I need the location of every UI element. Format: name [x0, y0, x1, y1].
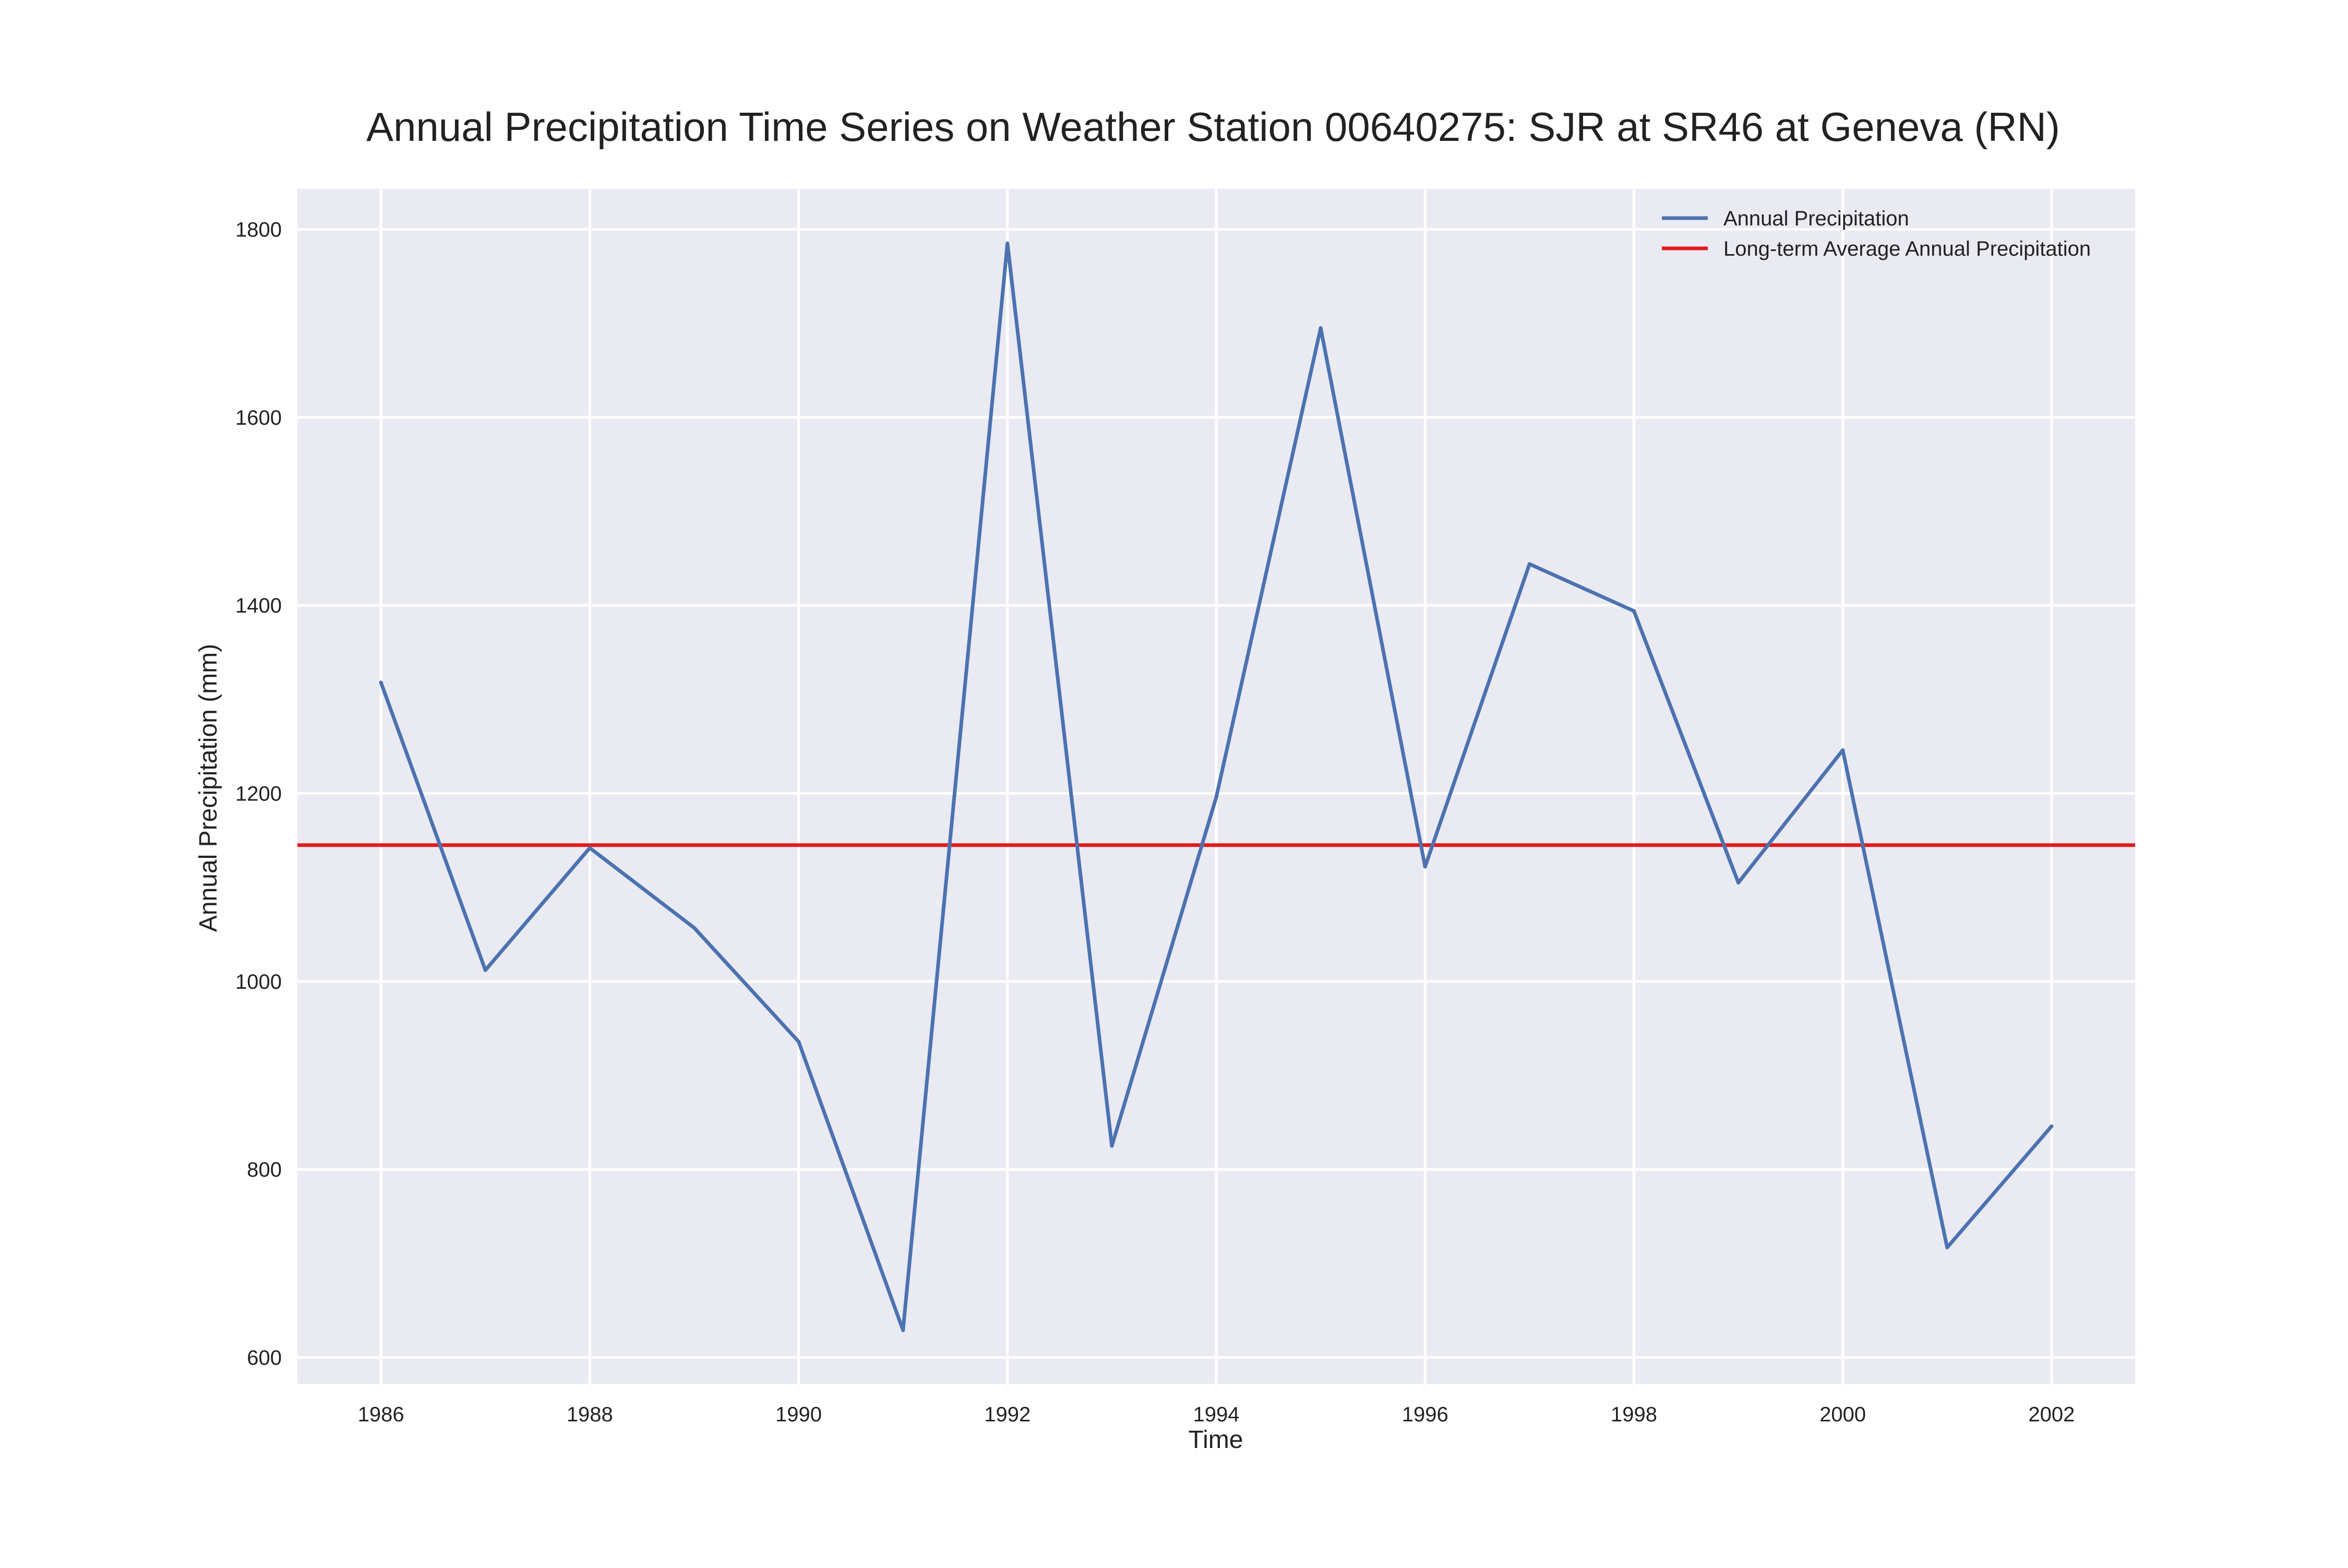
y-tick-label: 1800 — [235, 218, 282, 241]
data-point — [1110, 1144, 1114, 1148]
x-axis-ticks: 1986 1988 1990 1992 1994 1996 1998 2000 2002 — [358, 1403, 2075, 1426]
y-tick-label: 1200 — [235, 783, 282, 806]
data-point — [588, 846, 592, 850]
x-tick-label: 2000 — [1819, 1403, 1866, 1426]
y-tick-label: 1600 — [235, 406, 282, 429]
data-point — [1005, 242, 1010, 246]
y-axis-label: Annual Precipitation (mm) — [195, 644, 222, 932]
data-point — [797, 1039, 801, 1044]
gridlines — [297, 189, 2135, 1384]
data-point — [1632, 609, 1636, 613]
y-tick-label: 1000 — [235, 971, 282, 994]
data-point — [483, 968, 487, 972]
x-tick-label: 1990 — [775, 1403, 822, 1426]
legend: Annual Precipitation Long-term Average An… — [1662, 207, 2091, 260]
data-point — [1841, 748, 1845, 752]
data-point — [379, 680, 383, 685]
data-point — [1319, 326, 1323, 330]
data-point — [692, 926, 696, 930]
data-point — [1736, 881, 1741, 885]
x-tick-label: 1992 — [984, 1403, 1031, 1426]
y-tick-label: 1400 — [235, 594, 282, 617]
data-point — [2050, 1124, 2054, 1128]
data-point — [1214, 795, 1218, 799]
data-point — [1527, 562, 1531, 566]
data-point — [1945, 1246, 1949, 1250]
data-point — [901, 1328, 905, 1332]
data-point — [1423, 865, 1427, 869]
y-axis-ticks: 600 800 1000 1200 1400 1600 1800 — [235, 218, 282, 1369]
x-tick-label: 1998 — [1611, 1403, 1657, 1426]
x-tick-label: 1996 — [1402, 1403, 1448, 1426]
x-tick-label: 2002 — [2028, 1403, 2075, 1426]
x-tick-label: 1994 — [1193, 1403, 1240, 1426]
x-axis-label: Time — [1189, 1426, 1243, 1454]
x-tick-label: 1988 — [567, 1403, 613, 1426]
chart-title: Annual Precipitation Time Series on Weat… — [366, 104, 2060, 150]
series-lines — [379, 242, 2054, 1332]
legend-entry-label: Annual Precipitation — [1723, 207, 1909, 230]
y-tick-label: 600 — [247, 1347, 282, 1370]
x-tick-label: 1986 — [358, 1403, 404, 1426]
legend-entry-label: Long-term Average Annual Precipitation — [1723, 237, 2091, 260]
y-tick-label: 800 — [247, 1158, 282, 1181]
